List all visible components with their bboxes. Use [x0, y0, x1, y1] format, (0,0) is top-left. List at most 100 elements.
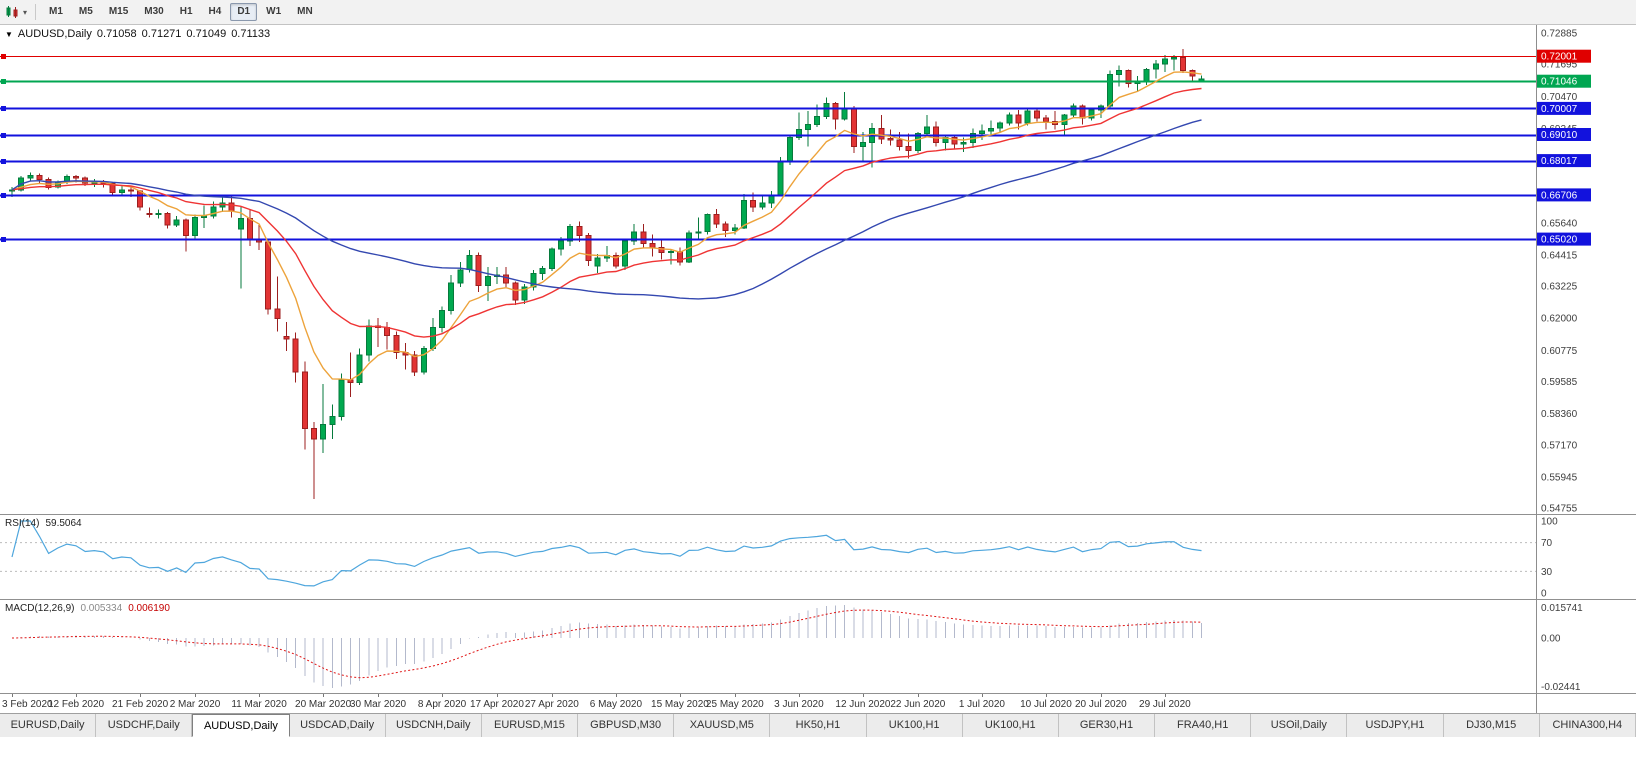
chart-tab[interactable]: UK100,H1 [866, 714, 963, 737]
candle [741, 193, 747, 230]
price-axis-badge [1537, 188, 1591, 202]
level-handle[interactable] [1, 133, 6, 138]
candle [786, 134, 793, 165]
chart-tab[interactable]: GBPUSD,M30 [578, 714, 675, 737]
time-axis-label: 1 Jul 2020 [958, 699, 1005, 710]
candle [777, 157, 784, 197]
timeframe-button-h1[interactable]: H1 [179, 6, 193, 17]
candle [1125, 69, 1132, 88]
ohlc-low: 0.71049 [186, 28, 227, 40]
time-axis-label: 20 Mar 2020 [295, 699, 352, 710]
chart-tab[interactable]: FRA40,H1 [1155, 714, 1252, 737]
one-click-trading-arrow-icon[interactable]: ▼ [5, 29, 13, 39]
level-handle[interactable] [1, 54, 6, 59]
candle [988, 120, 995, 135]
time-axis-label: 25 May 2020 [705, 699, 764, 710]
candle [539, 265, 546, 281]
candle [329, 404, 336, 439]
ohlc-close: 0.71133 [231, 28, 271, 40]
candle [338, 373, 345, 421]
timeframe-button-w1[interactable]: W1 [266, 6, 282, 17]
candle [640, 223, 647, 248]
time-axis-label: 15 May 2020 [651, 699, 709, 710]
level-handle[interactable] [1, 159, 6, 164]
timeframe-button-m1[interactable]: M1 [49, 6, 63, 17]
candle [677, 247, 683, 266]
time-axis-tick [615, 694, 617, 697]
candle [457, 261, 464, 287]
timeframe-button-m5[interactable]: M5 [78, 6, 93, 17]
chart-tab[interactable]: EURUSD,Daily [0, 714, 97, 737]
candle [27, 172, 34, 182]
chart-tab[interactable]: GER30,H1 [1058, 714, 1156, 737]
time-axis[interactable]: 3 Feb 2020 12 Feb 2020 21 Feb 2020 2 Mar 20… [0, 693, 1636, 713]
price-axis-tick-label: 0.57170 [1541, 440, 1578, 451]
macd-scale-min: -0.02441 [1541, 682, 1581, 693]
main-chart-panel[interactable]: 0.728850.716950.704700.692450.680200.667… [0, 25, 1636, 514]
chart-tab[interactable]: UK100,H1 [962, 714, 1059, 737]
price-axis-badge-label: 0.65020 [1541, 235, 1578, 246]
price-axis-tick-label: 0.60775 [1541, 346, 1578, 357]
price-axis-tick-label: 0.71695 [1541, 60, 1578, 71]
rsi-panel[interactable]: 100 70 30 0 RSI(14) 59.5064 [0, 514, 1636, 599]
price-axis-tick-label: 0.58360 [1541, 409, 1578, 420]
timeframe-button-d1[interactable]: D1 [230, 3, 258, 21]
symbol-label: AUDUSD,Daily [17, 28, 92, 40]
chart-tab[interactable]: DJ30,M15 [1443, 714, 1540, 737]
level-handle[interactable] [1, 106, 6, 111]
level-handle[interactable] [1, 193, 6, 198]
candle [274, 276, 281, 332]
candle [521, 284, 528, 304]
level-handle[interactable] [1, 237, 6, 242]
time-axis-tick [76, 694, 78, 697]
candle [1116, 65, 1123, 87]
chart-tab[interactable]: USDCAD,Daily [289, 714, 386, 737]
price-axis-badge [1537, 232, 1591, 246]
ma-medium-line [11, 87, 1202, 338]
price-axis-badge [1537, 128, 1591, 141]
candlestick-chart-icon[interactable] [4, 4, 22, 20]
candle [512, 281, 519, 306]
time-axis-label: 22 Jun 2020 [890, 699, 946, 710]
ma-slow-line [11, 119, 1202, 300]
chart-tab[interactable]: USDJPY,H1 [1347, 714, 1444, 737]
chart-tab[interactable]: USDCNH,Daily [385, 714, 482, 737]
time-axis-tick [1164, 694, 1166, 697]
candle [146, 207, 153, 218]
toolbar-dropdown-caret-icon[interactable]: ▾ [23, 7, 28, 17]
chart-tab[interactable]: USOil,Daily [1251, 714, 1348, 737]
rsi-scale-label: 30 [1541, 567, 1553, 578]
price-axis-tick-label: 0.65640 [1541, 218, 1578, 229]
candle [320, 383, 327, 454]
candle [201, 205, 208, 228]
time-axis-tick [1100, 694, 1102, 697]
chart-tab[interactable]: EURUSD,M15 [481, 714, 579, 737]
ohlc-high: 0.71271 [141, 28, 182, 40]
timeframe-button-h4[interactable]: H4 [208, 6, 222, 17]
chart-tab[interactable]: AUDUSD,Daily [192, 714, 290, 737]
macd-panel[interactable]: 0.015741 0.00 -0.02441 MACD(12,26,9) 0.005… [0, 599, 1636, 693]
timeframe-button-m30[interactable]: M30 [144, 6, 164, 17]
timeframe-button-mn[interactable]: MN [297, 6, 313, 17]
chart-tab[interactable]: HK50,H1 [770, 714, 867, 737]
chart-tab[interactable]: USDCHF,Daily [96, 714, 193, 737]
price-axis-badge-label: 0.69010 [1541, 130, 1578, 141]
candle [237, 206, 244, 289]
candle [192, 214, 198, 239]
candle [155, 209, 162, 219]
candle [310, 421, 317, 500]
chart-tab[interactable]: CHINA300,H4 [1539, 714, 1636, 737]
candle [118, 185, 125, 195]
candle [832, 102, 839, 130]
macd-canvas: 0.015741 0.00 -0.02441 [11, 603, 1583, 693]
time-axis-tick [798, 694, 800, 697]
candle [182, 218, 189, 252]
level-handle[interactable] [1, 79, 6, 84]
time-axis-tick [12, 694, 13, 697]
ma-fast-line [11, 71, 1202, 381]
timeframe-button-m15[interactable]: M15 [108, 6, 129, 17]
price-axis-separator [1536, 25, 1537, 713]
chart-tab[interactable]: XAUUSD,M5 [674, 714, 771, 737]
candle [759, 196, 766, 210]
